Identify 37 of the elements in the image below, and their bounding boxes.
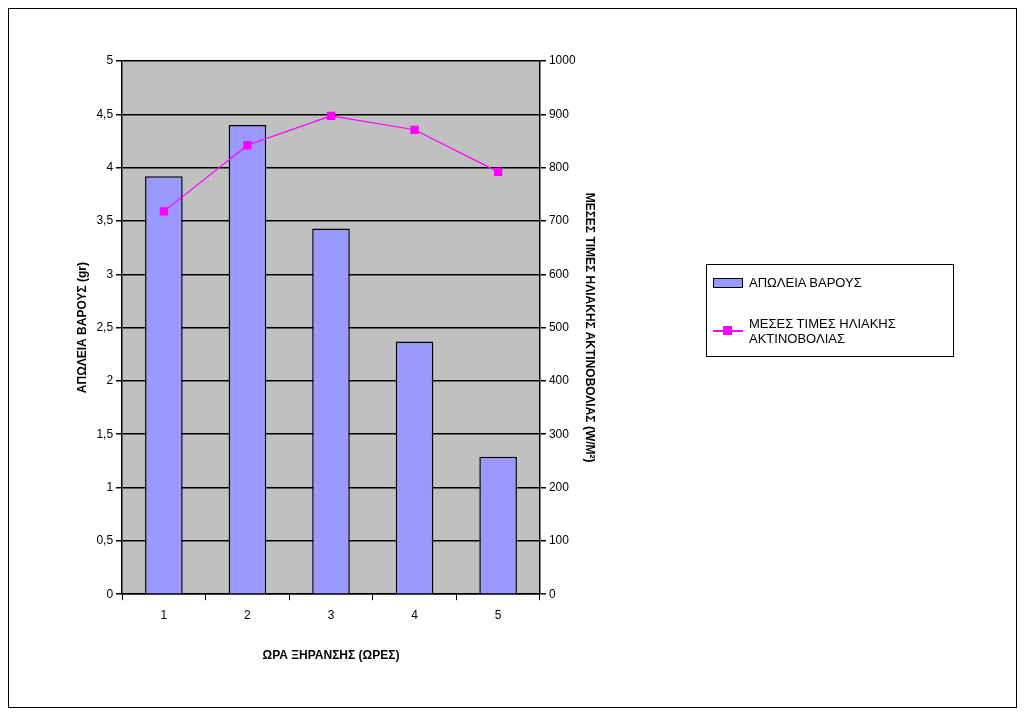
x-tick-label: 1	[160, 607, 168, 622]
y2-axis-title: ΜΕΣΕΣ ΤΙΜΕΣ ΗΛΙΑΚΗΣ ΑΚΤΙΝΟΒΟΛΙΑΣ (W/M²)	[583, 192, 598, 463]
legend-label: ΑΠΩΛΕΙΑ ΒΑΡΟΥΣ	[749, 275, 862, 290]
y-tick-label: 3	[106, 266, 114, 281]
y-tick-label: 0,5	[96, 533, 114, 548]
y2-tick-label: 900	[548, 106, 570, 121]
y-tick-label: 2	[106, 373, 114, 388]
point	[326, 111, 336, 121]
x-tick-label: 4	[411, 607, 419, 622]
point	[159, 207, 168, 216]
y-axis-title: ΑΠΩΛΕΙΑ ΒΑΡΟΥΣ (gr)	[74, 262, 89, 394]
y-tick-label: 4,5	[96, 106, 114, 121]
point	[410, 125, 419, 134]
y2-tick-label: 500	[548, 319, 570, 334]
y2-tick-label: 0	[548, 586, 556, 601]
y-tick-label: 2,5	[96, 319, 114, 334]
y-tick-label: 1,5	[96, 426, 114, 441]
x-tick-label: 3	[327, 607, 335, 622]
y2-tick-label: 200	[548, 479, 570, 494]
y2-tick-label: 100	[548, 533, 570, 548]
y-tick-label: 3,5	[96, 213, 114, 228]
y-tick-label: 0	[106, 586, 114, 601]
y2-tick-label: 1000	[548, 53, 576, 68]
x-axis-title: ΩΡΑ ΞΗΡΑΝΣΗΣ (ΩΡΕΣ)	[262, 648, 400, 663]
point	[493, 167, 503, 177]
x-tick-label: 2	[244, 607, 252, 622]
x-tick-label: 5	[494, 607, 502, 622]
point	[243, 141, 252, 150]
legend-label: ΜΕΣΕΣ ΤΙΜΕΣ ΗΛΙΑΚΗΣ ΑΚΤΙΝΟΒΟΛΙΑΣ	[749, 316, 897, 346]
y-tick-label: 5	[106, 53, 114, 68]
y2-tick-label: 700	[548, 213, 570, 228]
y2-tick-label: 800	[548, 159, 570, 174]
y-tick-label: 4	[106, 159, 114, 174]
y2-tick-label: 400	[548, 373, 570, 388]
y2-tick-label: 600	[548, 266, 570, 281]
y-tick-label: 1	[106, 479, 114, 494]
y2-tick-label: 300	[548, 426, 570, 441]
